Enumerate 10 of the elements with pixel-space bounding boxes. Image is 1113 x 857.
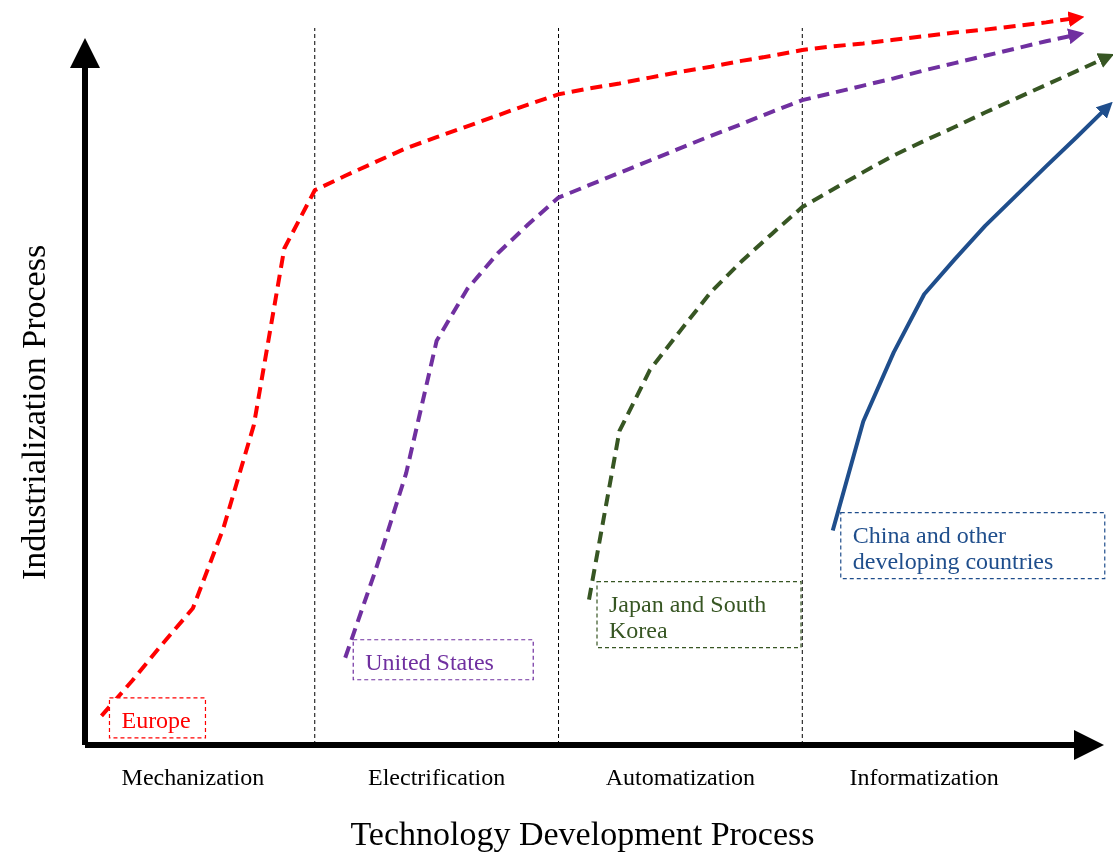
- series-label: China and other developing countries: [852, 521, 1054, 574]
- x-tick-label: Automatization: [605, 764, 756, 790]
- x-tick-label: Electrification: [368, 764, 506, 790]
- series-label: Europe: [121, 706, 191, 733]
- y-axis-title: Industrialization Process: [15, 244, 52, 581]
- x-tick-label: Informatization: [849, 764, 999, 790]
- series-label: United States: [365, 648, 494, 675]
- x-tick-label: Mechanization: [121, 764, 265, 790]
- x-axis-title: Technology Development Process: [350, 815, 815, 852]
- series-label: Japan and South Korea: [609, 590, 767, 643]
